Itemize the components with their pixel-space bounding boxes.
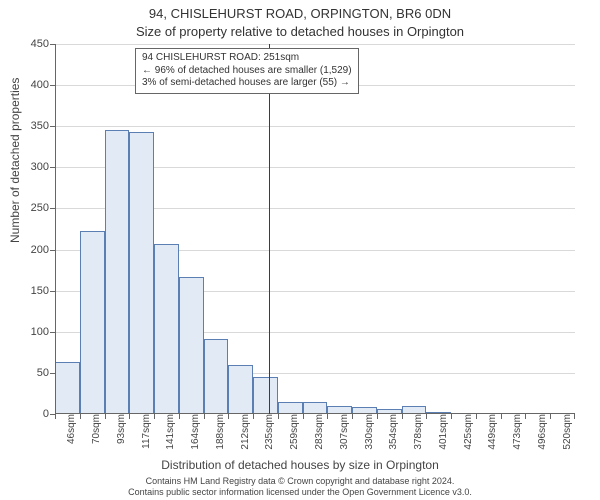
histogram-bar (228, 365, 253, 414)
ytick-label: 300 (31, 161, 55, 173)
x-axis-label: Distribution of detached houses by size … (0, 458, 600, 472)
page-title-line2: Size of property relative to detached ho… (0, 24, 600, 39)
xtick-label: 401sqm (434, 414, 449, 450)
xtick-mark (525, 414, 526, 419)
histogram-bar (154, 244, 179, 414)
xtick-label: 141sqm (161, 414, 176, 450)
xtick-label: 235sqm (260, 414, 275, 450)
annotation-line-2: ← 96% of detached houses are smaller (1,… (142, 65, 352, 78)
footer-line-1: Contains HM Land Registry data © Crown c… (0, 476, 600, 487)
ytick-label: 400 (31, 79, 55, 91)
xtick-mark (352, 414, 353, 419)
xtick-label: 164sqm (186, 414, 201, 450)
xtick-mark (476, 414, 477, 419)
xtick-mark (154, 414, 155, 419)
histogram-bar (80, 231, 105, 414)
xtick-label: 188sqm (211, 414, 226, 450)
xtick-label: 449sqm (483, 414, 498, 450)
xtick-label: 307sqm (335, 414, 350, 450)
histogram-bar (179, 277, 204, 414)
histogram-bar (253, 377, 278, 414)
xtick-mark (278, 414, 279, 419)
footer-attribution: Contains HM Land Registry data © Crown c… (0, 476, 600, 498)
xtick-label: 425sqm (459, 414, 474, 450)
histogram-bar (129, 132, 154, 414)
histogram-bar (55, 362, 80, 414)
xtick-label: 283sqm (310, 414, 325, 450)
xtick-mark (574, 414, 575, 419)
reference-annotation: 94 CHISLEHURST ROAD: 251sqm ← 96% of det… (135, 48, 359, 94)
y-axis-line (55, 44, 56, 414)
xtick-mark (129, 414, 130, 419)
ytick-label: 350 (31, 120, 55, 132)
xtick-mark (451, 414, 452, 419)
xtick-label: 520sqm (558, 414, 573, 450)
histogram-plot: 050100150200250300350400450 46sqm70sqm93… (55, 44, 575, 414)
ytick-label: 250 (31, 202, 55, 214)
xtick-mark (253, 414, 254, 419)
histogram-bar (204, 339, 229, 414)
xtick-mark (402, 414, 403, 419)
xtick-mark (105, 414, 106, 419)
xtick-label: 117sqm (137, 414, 152, 449)
ytick-label: 100 (31, 326, 55, 338)
page-title-line1: 94, CHISLEHURST ROAD, ORPINGTON, BR6 0DN (0, 6, 600, 21)
annotation-line-3: 3% of semi-detached houses are larger (5… (142, 77, 352, 90)
histogram-bar (105, 130, 130, 414)
ytick-label: 150 (31, 285, 55, 297)
xtick-label: 354sqm (384, 414, 399, 450)
xtick-mark (377, 414, 378, 419)
xtick-mark (204, 414, 205, 419)
ytick-label: 200 (31, 244, 55, 256)
xtick-mark (327, 414, 328, 419)
annotation-line-1: 94 CHISLEHURST ROAD: 251sqm (142, 52, 352, 65)
xtick-mark (501, 414, 502, 419)
xtick-label: 378sqm (409, 414, 424, 450)
footer-line-2: Contains public sector information licen… (0, 487, 600, 498)
xtick-mark (550, 414, 551, 419)
xtick-label: 212sqm (236, 414, 251, 450)
xtick-mark (228, 414, 229, 419)
xtick-label: 93sqm (112, 414, 127, 444)
xtick-mark (303, 414, 304, 419)
ytick-label: 50 (37, 367, 55, 379)
y-axis-label: Number of detached properties (8, 78, 22, 243)
xtick-label: 473sqm (508, 414, 523, 450)
xtick-label: 46sqm (62, 414, 77, 444)
xtick-label: 259sqm (285, 414, 300, 450)
xtick-mark (426, 414, 427, 419)
histogram-bars (55, 44, 575, 414)
xtick-mark (80, 414, 81, 419)
ytick-label: 450 (31, 38, 55, 50)
ytick-label: 0 (43, 408, 55, 420)
reference-line (269, 44, 270, 414)
xtick-label: 330sqm (360, 414, 375, 450)
xtick-mark (55, 414, 56, 419)
xtick-label: 70sqm (87, 414, 102, 444)
xtick-mark (179, 414, 180, 419)
xtick-label: 496sqm (533, 414, 548, 450)
